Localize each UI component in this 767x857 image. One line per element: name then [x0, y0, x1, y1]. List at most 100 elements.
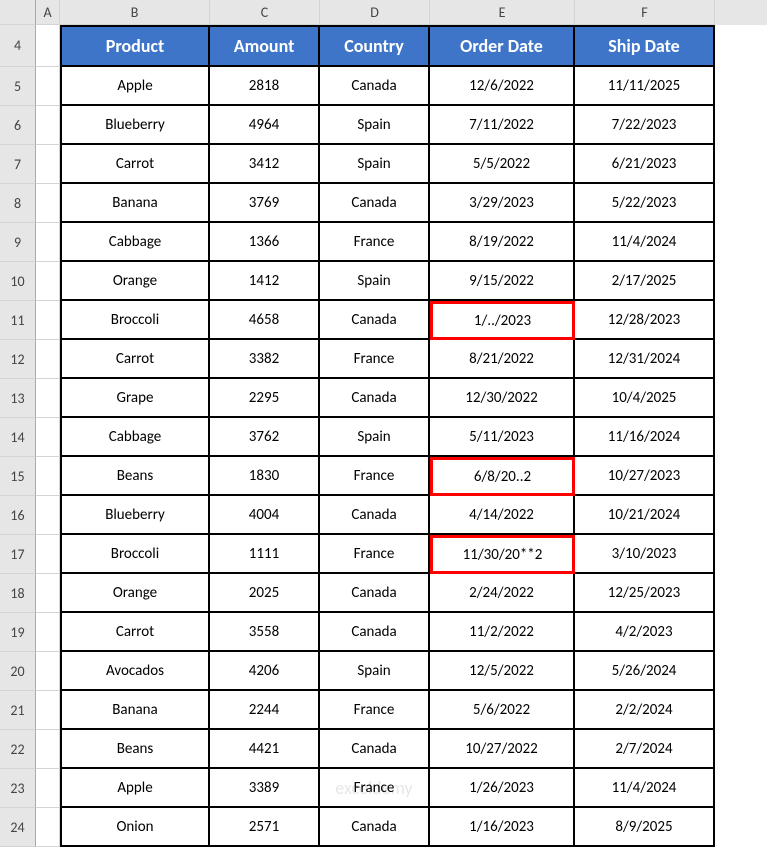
col-header-D[interactable]: D — [320, 0, 430, 25]
cell-A14[interactable] — [36, 418, 60, 457]
cell-A4[interactable] — [36, 25, 60, 67]
cell-A18[interactable] — [36, 574, 60, 613]
col-header-F[interactable]: F — [575, 0, 715, 25]
cell-A5[interactable] — [36, 67, 60, 106]
cell-A9[interactable] — [36, 223, 60, 262]
row-header-17[interactable]: 17 — [0, 535, 36, 574]
cell-E19[interactable]: 11/2/2022 — [430, 613, 575, 652]
cell-D18[interactable]: Canada — [320, 574, 430, 613]
cell-A8[interactable] — [36, 184, 60, 223]
cell-A12[interactable] — [36, 340, 60, 379]
cell-F10[interactable]: 2/17/2025 — [575, 262, 715, 301]
cell-C6[interactable]: 4964 — [210, 106, 320, 145]
cell-F6[interactable]: 7/22/2023 — [575, 106, 715, 145]
cell-F24[interactable]: 8/9/2025 — [575, 808, 715, 847]
cell-B6[interactable]: Blueberry — [60, 106, 210, 145]
cell-D13[interactable]: Canada — [320, 379, 430, 418]
cell-E13[interactable]: 12/30/2022 — [430, 379, 575, 418]
cell-D17[interactable]: France — [320, 535, 430, 574]
cell-C17[interactable]: 1111 — [210, 535, 320, 574]
cell-B22[interactable]: Beans — [60, 730, 210, 769]
header-order-date[interactable]: Order Date — [430, 25, 575, 67]
cell-C14[interactable]: 3762 — [210, 418, 320, 457]
corner-cell[interactable] — [0, 0, 36, 25]
col-header-E[interactable]: E — [430, 0, 575, 25]
cell-D15[interactable]: France — [320, 457, 430, 496]
row-header-20[interactable]: 20 — [0, 652, 36, 691]
cell-F12[interactable]: 12/31/2024 — [575, 340, 715, 379]
cell-E18[interactable]: 2/24/2022 — [430, 574, 575, 613]
header-amount[interactable]: Amount — [210, 25, 320, 67]
cell-D21[interactable]: France — [320, 691, 430, 730]
cell-F13[interactable]: 10/4/2025 — [575, 379, 715, 418]
cell-C9[interactable]: 1366 — [210, 223, 320, 262]
cell-E24[interactable]: 1/16/2023 — [430, 808, 575, 847]
row-header-21[interactable]: 21 — [0, 691, 36, 730]
cell-B12[interactable]: Carrot — [60, 340, 210, 379]
cell-E6[interactable]: 7/11/2022 — [430, 106, 575, 145]
row-header-22[interactable]: 22 — [0, 730, 36, 769]
cell-B24[interactable]: Onion — [60, 808, 210, 847]
row-header-15[interactable]: 15 — [0, 457, 36, 496]
row-header-6[interactable]: 6 — [0, 106, 36, 145]
cell-B18[interactable]: Orange — [60, 574, 210, 613]
cell-E14[interactable]: 5/11/2023 — [430, 418, 575, 457]
cell-A15[interactable] — [36, 457, 60, 496]
cell-F16[interactable]: 10/21/2024 — [575, 496, 715, 535]
cell-D8[interactable]: Canada — [320, 184, 430, 223]
cell-C19[interactable]: 3558 — [210, 613, 320, 652]
cell-F23[interactable]: 11/4/2024 — [575, 769, 715, 808]
row-header-8[interactable]: 8 — [0, 184, 36, 223]
cell-B13[interactable]: Grape — [60, 379, 210, 418]
cell-C18[interactable]: 2025 — [210, 574, 320, 613]
cell-F21[interactable]: 2/2/2024 — [575, 691, 715, 730]
cell-D6[interactable]: Spain — [320, 106, 430, 145]
cell-C11[interactable]: 4658 — [210, 301, 320, 340]
cell-B11[interactable]: Broccoli — [60, 301, 210, 340]
cell-F17[interactable]: 3/10/2023 — [575, 535, 715, 574]
cell-E11[interactable]: 1/../2023 — [430, 301, 575, 340]
cell-A13[interactable] — [36, 379, 60, 418]
cell-E7[interactable]: 5/5/2022 — [430, 145, 575, 184]
cell-F5[interactable]: 11/11/2025 — [575, 67, 715, 106]
row-header-14[interactable]: 14 — [0, 418, 36, 457]
cell-B15[interactable]: Beans — [60, 457, 210, 496]
cell-B5[interactable]: Apple — [60, 67, 210, 106]
cell-B16[interactable]: Blueberry — [60, 496, 210, 535]
cell-C10[interactable]: 1412 — [210, 262, 320, 301]
row-header-16[interactable]: 16 — [0, 496, 36, 535]
cell-C13[interactable]: 2295 — [210, 379, 320, 418]
cell-E12[interactable]: 8/21/2022 — [430, 340, 575, 379]
cell-C22[interactable]: 4421 — [210, 730, 320, 769]
cell-A21[interactable] — [36, 691, 60, 730]
cell-F18[interactable]: 12/25/2023 — [575, 574, 715, 613]
cell-C16[interactable]: 4004 — [210, 496, 320, 535]
cell-B17[interactable]: Broccoli — [60, 535, 210, 574]
cell-C15[interactable]: 1830 — [210, 457, 320, 496]
cell-F22[interactable]: 2/7/2024 — [575, 730, 715, 769]
cell-C7[interactable]: 3412 — [210, 145, 320, 184]
cell-C12[interactable]: 3382 — [210, 340, 320, 379]
cell-F15[interactable]: 10/27/2023 — [575, 457, 715, 496]
cell-C23[interactable]: 3389 — [210, 769, 320, 808]
header-country[interactable]: Country — [320, 25, 430, 67]
cell-B7[interactable]: Carrot — [60, 145, 210, 184]
cell-B19[interactable]: Carrot — [60, 613, 210, 652]
cell-D5[interactable]: Canada — [320, 67, 430, 106]
cell-A6[interactable] — [36, 106, 60, 145]
cell-D24[interactable]: Canada — [320, 808, 430, 847]
cell-D7[interactable]: Spain — [320, 145, 430, 184]
cell-A23[interactable] — [36, 769, 60, 808]
col-header-B[interactable]: B — [60, 0, 210, 25]
cell-D20[interactable]: Spain — [320, 652, 430, 691]
cell-F19[interactable]: 4/2/2023 — [575, 613, 715, 652]
header-ship-date[interactable]: Ship Date — [575, 25, 715, 67]
cell-D23[interactable]: Franceexceldemy — [320, 769, 430, 808]
cell-E21[interactable]: 5/6/2022 — [430, 691, 575, 730]
row-header-11[interactable]: 11 — [0, 301, 36, 340]
cell-A19[interactable] — [36, 613, 60, 652]
cell-E5[interactable]: 12/6/2022 — [430, 67, 575, 106]
row-header-4[interactable]: 4 — [0, 25, 36, 67]
row-header-23[interactable]: 23 — [0, 769, 36, 808]
cell-B9[interactable]: Cabbage — [60, 223, 210, 262]
